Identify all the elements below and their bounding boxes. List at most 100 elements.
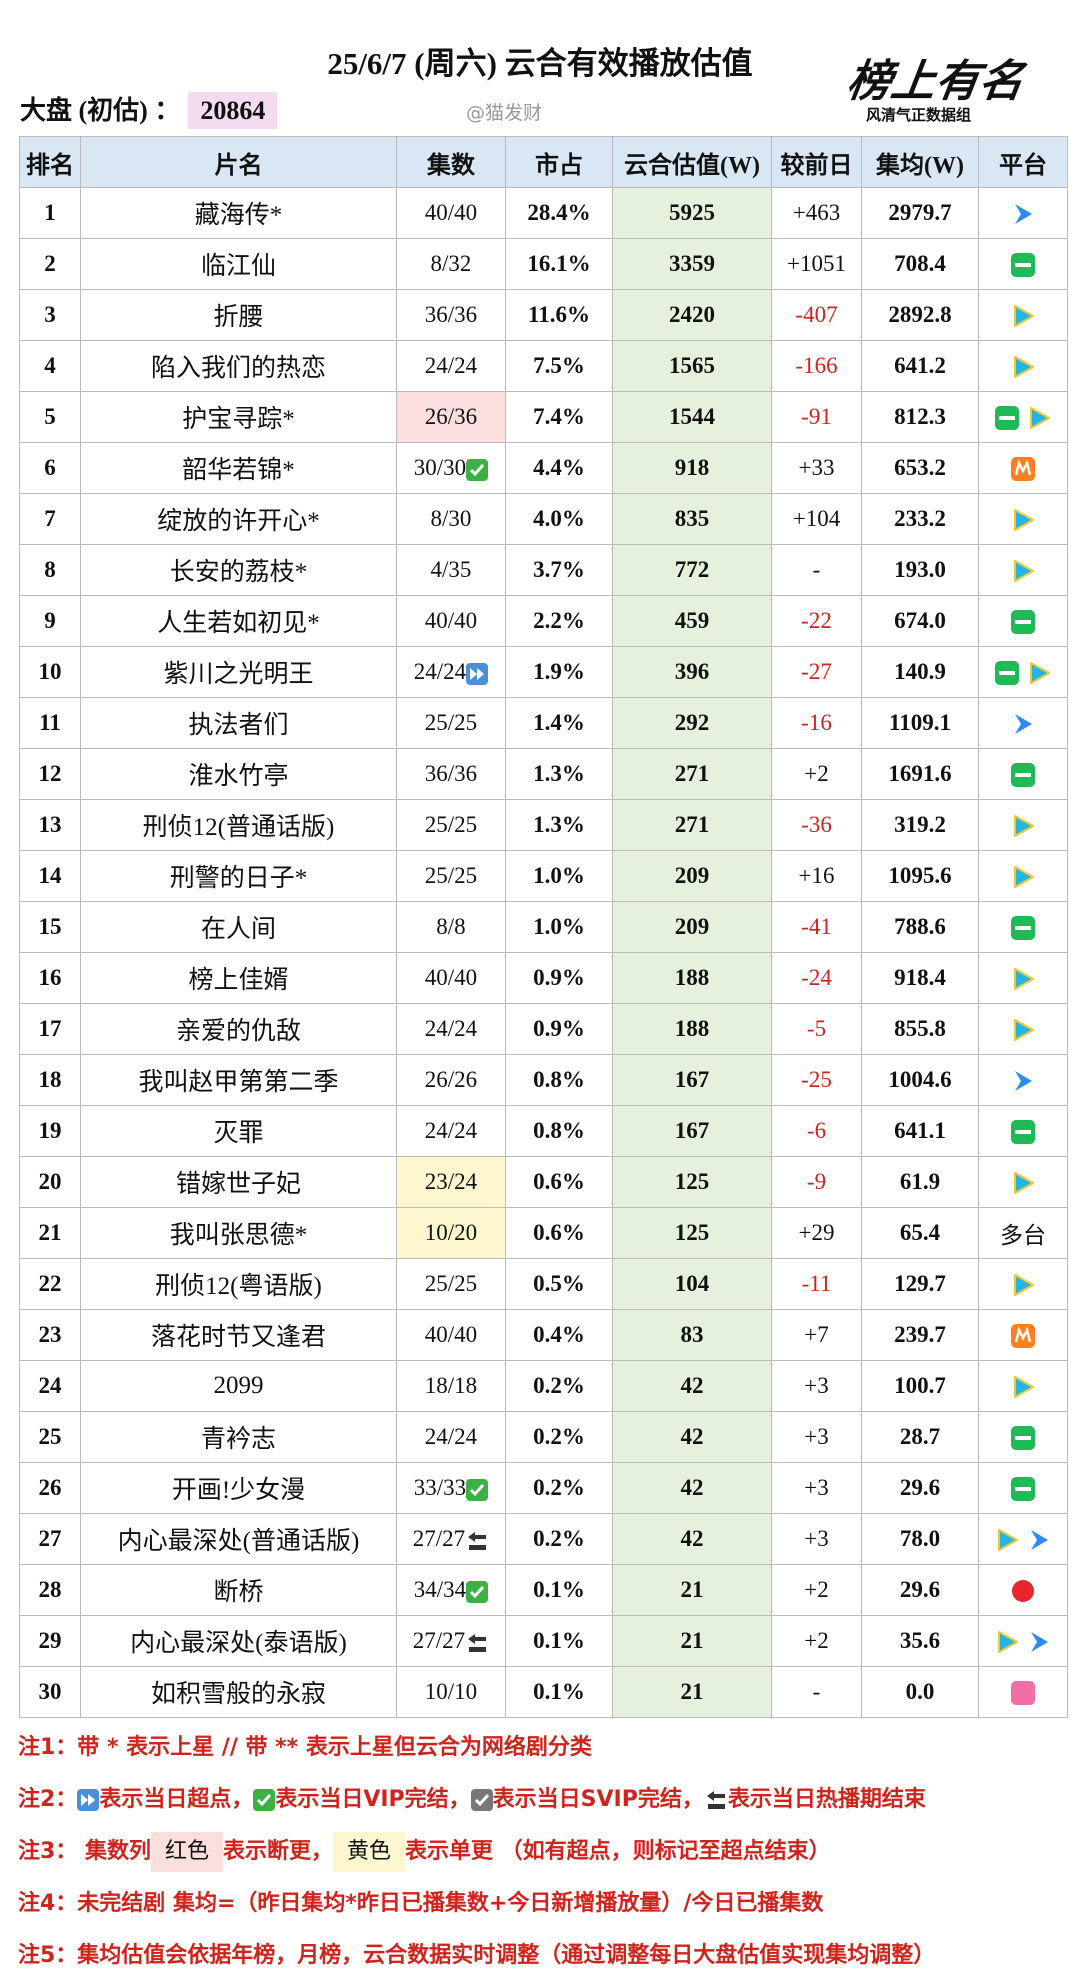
- title: 刑警的日子*: [80, 850, 397, 902]
- change: +3: [771, 1360, 862, 1412]
- episodes: 24/24: [396, 1003, 506, 1055]
- rank: 25: [19, 1411, 81, 1463]
- platform-icon: [1014, 865, 1034, 888]
- share: 28.4%: [505, 187, 613, 239]
- cell-text: 19: [38, 1118, 62, 1143]
- platform: [978, 901, 1068, 953]
- estimate: 21: [612, 1615, 772, 1667]
- share: 7.5%: [505, 340, 613, 392]
- cell-text: 1.0%: [533, 863, 585, 888]
- platform: [978, 1564, 1068, 1616]
- episodes: 34/34: [396, 1564, 506, 1616]
- share: 1.0%: [505, 850, 613, 902]
- cell-text: 1.9%: [533, 659, 585, 684]
- episodes: 27/27: [396, 1615, 506, 1667]
- title: 亲爱的仇敌: [80, 1003, 397, 1055]
- cell-text: 2420: [669, 302, 715, 327]
- cell-text: 0.1%: [533, 1628, 585, 1653]
- title: 临江仙: [80, 238, 397, 290]
- cell-text: 24/24: [424, 353, 478, 378]
- cell-text: 26/36: [424, 404, 478, 429]
- cell-text: 8/32: [430, 251, 472, 276]
- cell-text: 内心最深处(泰语版): [130, 1630, 347, 1657]
- average: 100.7: [861, 1360, 979, 1412]
- cell-text: 1544: [669, 404, 715, 429]
- cell-text: 193.0: [894, 557, 946, 582]
- cell-text: -6: [806, 1118, 827, 1143]
- note-text: 表示断更，: [222, 1839, 333, 1864]
- average: 35.6: [861, 1615, 979, 1667]
- column-header: 集数: [396, 136, 506, 188]
- platform-icon: [1011, 1323, 1035, 1348]
- change: +2: [771, 1615, 862, 1667]
- column-header: 集均(W): [861, 136, 979, 188]
- table-row: 2 临江仙 8/32 16.1% 3359 +1051 708.4: [19, 238, 1068, 290]
- average: 61.9: [861, 1156, 979, 1208]
- cell-text: 16.1%: [527, 251, 591, 276]
- cell-text: 内心最深处(普通话版): [117, 1528, 360, 1555]
- cell-text: 40/40: [424, 965, 478, 990]
- cell-text: 2099: [213, 1372, 264, 1399]
- estimate: 167: [612, 1054, 772, 1106]
- rank: 4: [19, 340, 81, 392]
- cell-text: 30/30: [413, 455, 467, 480]
- table-row: 11 执法者们 25/25 1.4% 292 -16 1109.1: [19, 697, 1068, 749]
- platform-icon: [1030, 406, 1050, 429]
- estimate: 271: [612, 748, 772, 800]
- title: 榜上佳婿: [80, 952, 397, 1004]
- cell-text: 42: [680, 1424, 704, 1449]
- note-text: 黄色: [333, 1832, 406, 1872]
- title: 2099: [80, 1360, 397, 1412]
- title: 我叫张思德*: [80, 1207, 397, 1259]
- cell-text: 刑警的日子*: [169, 865, 308, 892]
- average: 2979.7: [861, 187, 979, 239]
- platform-icon: [998, 1630, 1018, 1653]
- estimate: 271: [612, 799, 772, 851]
- cell-text: 8/8: [436, 914, 466, 939]
- platform: [978, 493, 1068, 545]
- table-row: 12 淮水竹亭 36/36 1.3% 271 +2 1691.6: [19, 748, 1068, 800]
- table-row: 3 折腰 36/36 11.6% 2420 -407 2892.8: [19, 289, 1068, 341]
- episodes: 33/33: [396, 1462, 506, 1514]
- estimate: 21: [612, 1564, 772, 1616]
- cell-text: 陷入我们的热恋: [150, 355, 326, 382]
- table-row: 27 内心最深处(普通话版) 27/27 0.2% 42 +3 78.0: [19, 1513, 1068, 1565]
- share: 0.9%: [505, 952, 613, 1004]
- rank: 18: [19, 1054, 81, 1106]
- share: 1.4%: [505, 697, 613, 749]
- episodes: 25/25: [396, 697, 506, 749]
- table-row: 9 人生若如初见* 40/40 2.2% 459 -22 674.0: [19, 595, 1068, 647]
- platform: [978, 1360, 1068, 1412]
- rank: 15: [19, 901, 81, 953]
- share: 11.6%: [505, 289, 613, 341]
- rank: 12: [19, 748, 81, 800]
- note-text: 表示当日超点，: [99, 1787, 254, 1812]
- share: 2.2%: [505, 595, 613, 647]
- platform-icon: [995, 660, 1019, 685]
- cell-text: 9: [44, 608, 56, 633]
- header-row: 排名 片名 集数 市占 云合估值(W) 较前日 集均(W) 平台: [19, 136, 1068, 188]
- title: 藏海传*: [80, 187, 397, 239]
- platform-icon: [1014, 1375, 1034, 1398]
- platform: [978, 1156, 1068, 1208]
- change: -5: [771, 1003, 862, 1055]
- end-icon: [468, 1633, 487, 1652]
- episodes: 40/40: [396, 1309, 506, 1361]
- table-row: 23 落花时节又逢君 40/40 0.4% 83 +7 239.7: [19, 1309, 1068, 1361]
- cell-text: -36: [801, 812, 832, 837]
- estimate: 1544: [612, 391, 772, 443]
- rank: 1: [19, 187, 81, 239]
- title: 25/6/7 (周六) 云合有效播放估值: [327, 46, 753, 81]
- cell-text: 209: [674, 914, 710, 939]
- share: 3.7%: [505, 544, 613, 596]
- average: 1691.6: [861, 748, 979, 800]
- change: -: [771, 544, 862, 596]
- rank: 29: [19, 1615, 81, 1667]
- episodes: 36/36: [396, 748, 506, 800]
- change: +7: [771, 1309, 862, 1361]
- estimate: 167: [612, 1105, 772, 1157]
- title: 紫川之光明王: [80, 646, 397, 698]
- table-row: 26 开画!少女漫 33/33 0.2% 42 +3 29.6: [19, 1462, 1068, 1514]
- change: -407: [771, 289, 862, 341]
- platform: [978, 1258, 1068, 1310]
